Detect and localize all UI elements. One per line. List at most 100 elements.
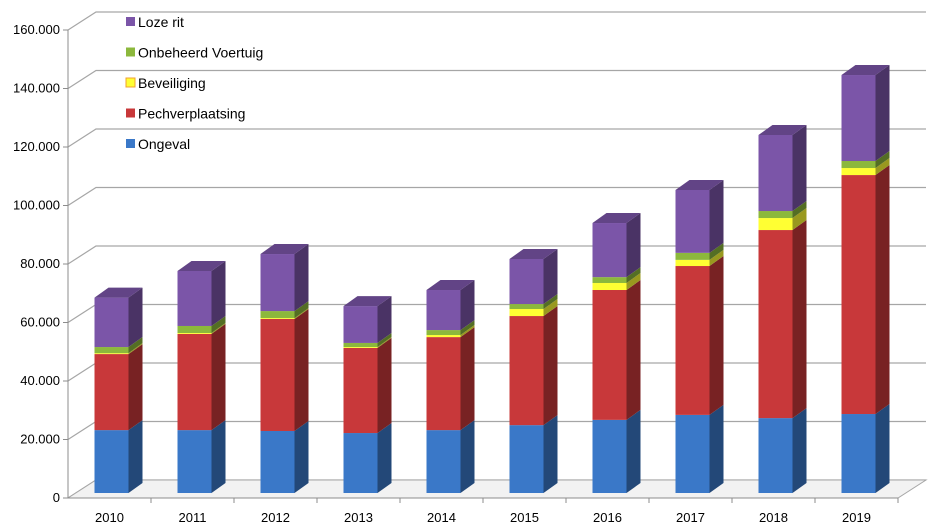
- legend-swatch: [126, 139, 135, 148]
- legend-label: Ongeval: [138, 136, 190, 152]
- bar-front-face: [509, 309, 544, 317]
- gridline: [67, 186, 926, 207]
- bar-2014-onbeheerd-voertuig: [426, 320, 475, 336]
- bar-side-face: [626, 409, 641, 493]
- bar-2011-onbeheerd-voertuig: [177, 315, 226, 334]
- bar-front-face: [260, 430, 295, 493]
- bar-side-face: [294, 420, 309, 493]
- bar-side-face: [543, 306, 558, 426]
- bar-front-face: [343, 433, 378, 493]
- bar-side-face: [543, 415, 558, 493]
- bar-2018-beveiliging: [758, 208, 807, 231]
- bar-2016-beveiliging: [592, 272, 641, 291]
- bar-2015-ongeval: [509, 415, 558, 493]
- bar-side-face: [128, 420, 143, 493]
- bar-side-face: [792, 124, 807, 212]
- bar-side-face: [875, 165, 890, 415]
- bar-2010-ongeval: [94, 420, 143, 493]
- legend-item: Ongeval: [126, 136, 190, 152]
- bar-2018-onbeheerd-voertuig: [758, 201, 807, 219]
- bar-side-face: [294, 308, 309, 319]
- bar-2017-loze-rit: [675, 179, 724, 253]
- bar-front-face: [675, 259, 710, 267]
- bar-side-face: [792, 208, 807, 231]
- bar-side-face: [294, 301, 309, 319]
- gridline: [67, 11, 926, 31]
- legend: Loze rit Onbeheerd Voertuig Beveiliging Pec…: [125, 14, 263, 152]
- bar-side-face: [709, 256, 724, 415]
- bar-side-face: [377, 337, 392, 434]
- bar-front-face: [675, 189, 710, 253]
- y-tick-label: 0: [53, 490, 60, 505]
- bar-2013-onbeheerd-voertuig: [343, 332, 392, 348]
- bar-side-face: [460, 420, 475, 493]
- bar-2010-loze-rit: [94, 287, 143, 348]
- bar-front-face: [426, 335, 461, 338]
- bar-2014-beveiliging: [426, 325, 475, 338]
- bar-side-face: [709, 249, 724, 267]
- bar-front-face: [94, 354, 129, 431]
- bar-2011-beveiliging: [177, 323, 226, 334]
- bar-front-face: [509, 304, 544, 310]
- bar-front-face: [94, 353, 129, 355]
- bar-2012-onbeheerd-voertuig: [260, 301, 309, 319]
- bar-top-face: [426, 280, 475, 291]
- bar-side-face: [875, 151, 890, 169]
- bar-front-face: [675, 252, 710, 260]
- y-axis-ticks: 0 20.000 40.000 60.000 80.000 100.000 120.000 1…: [13, 22, 68, 505]
- bar-2019-loze-rit: [841, 65, 890, 162]
- bar-front-face: [343, 306, 378, 343]
- y-tick-label: 20.000: [20, 432, 60, 447]
- bar-side-face: [626, 213, 641, 278]
- x-tick-label: 2018: [759, 510, 788, 525]
- legend-label: Beveiliging: [138, 75, 206, 91]
- bar-side-face: [128, 287, 143, 348]
- bar-front-face: [343, 347, 378, 434]
- bar-2010-pechverplaatsing: [94, 344, 143, 431]
- bar-front-face: [509, 316, 544, 426]
- bar-front-face: [426, 430, 461, 493]
- bar-side-face: [377, 296, 392, 343]
- bar-2019-ongeval: [841, 404, 890, 493]
- bar-side-face: [128, 344, 143, 431]
- bar-top-face: [758, 124, 807, 135]
- bar-2017-onbeheerd-voertuig: [675, 242, 724, 260]
- bar-top-face: [509, 249, 558, 259]
- bar-front-face: [592, 277, 627, 283]
- bar-2014-loze-rit: [426, 280, 475, 331]
- bar-front-face: [675, 414, 710, 493]
- bar-front-face: [841, 168, 876, 176]
- bar-2011-pechverplaatsing: [177, 323, 226, 431]
- y-tick-label: 100.000: [13, 198, 60, 213]
- legend-swatch: [125, 77, 136, 88]
- bar-2016-pechverplaatsing: [592, 280, 641, 420]
- bar-side-face: [294, 244, 309, 312]
- bar-front-face: [592, 282, 627, 291]
- bar-2010-onbeheerd-voertuig: [94, 337, 143, 354]
- x-tick-label: 2016: [593, 510, 622, 525]
- legend-item: Pechverplaatsing: [126, 106, 245, 122]
- y-tick-label: 60.000: [20, 315, 60, 330]
- bar-2013-pechverplaatsing: [343, 337, 392, 434]
- bar-front-face: [177, 270, 212, 326]
- bar-2013-ongeval: [343, 423, 392, 493]
- bar-2011-ongeval: [177, 420, 226, 493]
- bar-front-face: [260, 311, 295, 319]
- bar-front-face: [592, 223, 627, 278]
- bar-top-face: [841, 65, 890, 76]
- bar-2018-pechverplaatsing: [758, 220, 807, 419]
- bar-front-face: [94, 430, 129, 493]
- bar-side-face: [211, 323, 226, 334]
- bar-front-face: [592, 290, 627, 420]
- bar-side-face: [626, 280, 641, 420]
- x-tick-label: 2012: [261, 510, 290, 525]
- bar-front-face: [343, 347, 378, 348]
- bar-side-face: [460, 325, 475, 338]
- bar-2019-pechverplaatsing: [841, 165, 890, 415]
- bar-2018-ongeval: [758, 408, 807, 493]
- bar-front-face: [841, 175, 876, 415]
- bar-side-face: [460, 320, 475, 336]
- bar-front-face: [758, 418, 793, 493]
- x-tick-label: 2019: [842, 510, 871, 525]
- bar-top-face: [343, 296, 392, 307]
